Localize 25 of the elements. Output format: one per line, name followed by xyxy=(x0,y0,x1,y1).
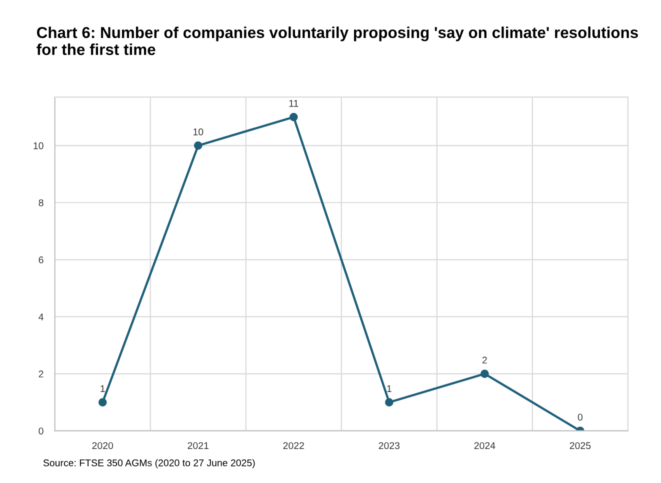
y-tick-label: 10 xyxy=(34,142,44,150)
point xyxy=(289,112,298,122)
y-tick-label: 0 xyxy=(38,428,44,434)
y-tick-label: 4 xyxy=(38,314,44,320)
x-tick-label: 2025 xyxy=(570,442,591,450)
point xyxy=(194,141,202,150)
source-note: Source: FTSE 350 AGMs (2020 to 27 June 2025) xyxy=(43,459,255,468)
x-tick-label: 2020 xyxy=(92,442,114,450)
chart-title: Chart 6: Number of companies voluntarily proposing 'say on climate' resolutions for the first time xyxy=(36,26,638,56)
x-tick-label: 2022 xyxy=(283,442,304,450)
data-label: 11 xyxy=(289,100,298,107)
data-label: 0 xyxy=(578,414,583,421)
data-label: 2 xyxy=(482,356,487,364)
point xyxy=(98,398,107,406)
data-label: 1 xyxy=(387,385,392,392)
x-tick-label: 2023 xyxy=(378,442,400,450)
data-label: 10 xyxy=(193,128,204,136)
x-tick-label: 2024 xyxy=(474,442,496,450)
y-tick-label: 6 xyxy=(38,256,44,264)
x-tick-label: 2021 xyxy=(188,442,208,450)
data-label: 1 xyxy=(100,385,105,392)
point xyxy=(384,398,394,406)
y-tick-label: 8 xyxy=(38,199,44,206)
point xyxy=(480,370,489,378)
y-tick-label: 2 xyxy=(38,370,44,378)
